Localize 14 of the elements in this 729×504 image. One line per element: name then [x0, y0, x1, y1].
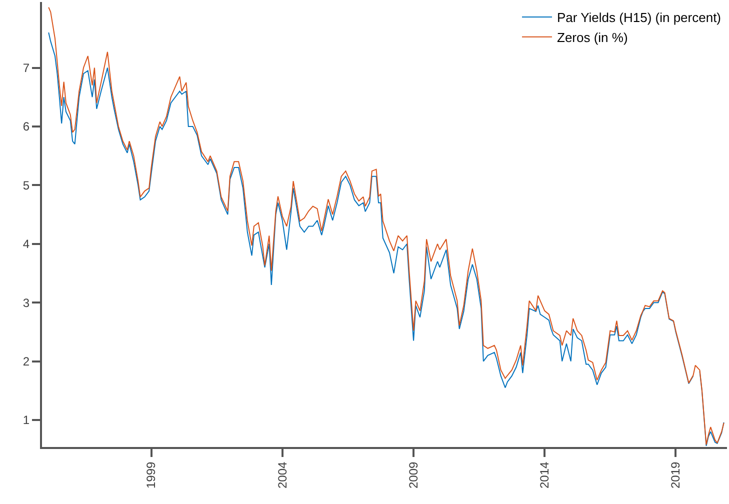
x-tick-label: 2009	[406, 461, 420, 489]
y-tick-label: 6	[22, 120, 30, 134]
y-tick-label: 4	[22, 237, 30, 252]
y-tick-label: 5	[22, 178, 30, 192]
legend-label: Par Yields (H15) (in percent)	[557, 10, 722, 26]
x-tick-label: 2014	[538, 461, 552, 489]
y-tick-label: 2	[22, 354, 30, 368]
y-tick-label: 7	[22, 60, 30, 75]
y-tick-label: 1	[22, 413, 30, 428]
x-tick-label: 1999	[144, 461, 158, 489]
x-tick-label: 2004	[275, 461, 290, 489]
legend-label: Zeros (in %)	[557, 30, 628, 45]
x-tick-label: 2019	[668, 461, 683, 489]
y-tick-label: 3	[22, 296, 30, 310]
